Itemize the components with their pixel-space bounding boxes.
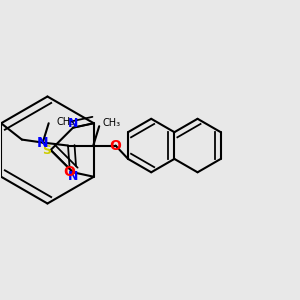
Text: N: N xyxy=(68,170,78,183)
Text: S: S xyxy=(42,143,51,157)
Text: O: O xyxy=(110,139,122,152)
Text: N: N xyxy=(37,136,49,150)
Text: CH₃: CH₃ xyxy=(102,118,120,128)
Text: CH₃: CH₃ xyxy=(56,117,74,127)
Text: O: O xyxy=(64,165,75,179)
Text: N: N xyxy=(68,117,78,130)
